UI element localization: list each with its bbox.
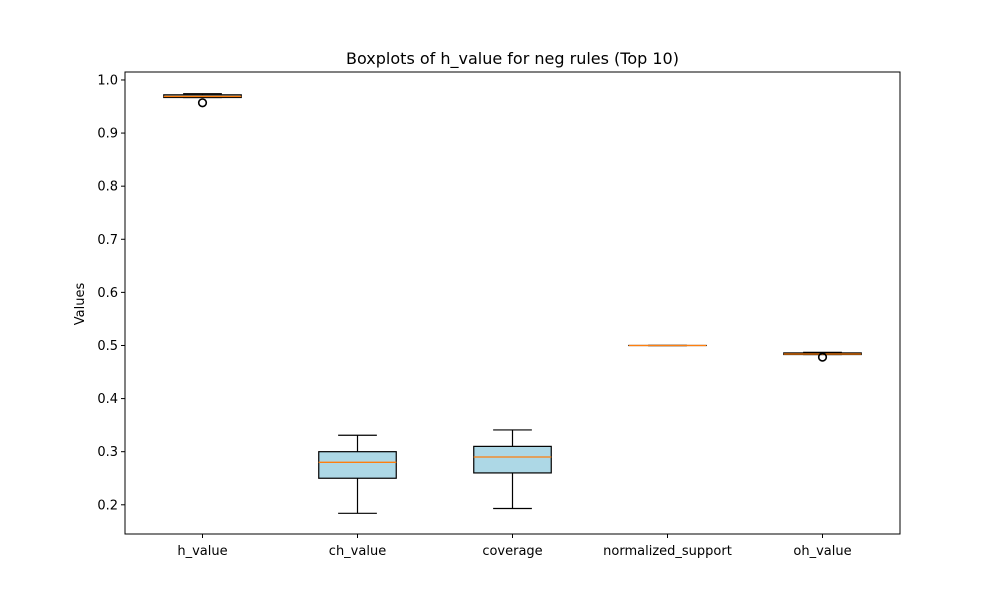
y-tick-label: 0.5 [97, 339, 118, 354]
x-tick-label: ch_value [329, 544, 386, 559]
y-tick-label: 0.4 [97, 392, 118, 407]
x-tick-label: oh_value [793, 544, 851, 559]
y-tick-label: 1.0 [97, 73, 118, 88]
x-tick-label: h_value [177, 544, 227, 559]
x-tick-label: normalized_support [603, 544, 732, 559]
x-tick-label: coverage [482, 544, 542, 559]
box-coverage [473, 445, 552, 474]
y-axis-label: Values [73, 283, 88, 326]
plot-area: 0.2 0.3 0.4 0.5 0.6 0.7 0.8 0.9 1.0 h_value ch_val… [97, 71, 901, 559]
y-tick-label: 0.7 [97, 233, 118, 248]
y-tick-label: 0.9 [97, 127, 118, 142]
outlier-point [817, 352, 828, 362]
outlier-point [197, 98, 208, 108]
y-tick-label: 0.3 [97, 445, 118, 460]
y-tick-label: 0.2 [97, 498, 118, 513]
y-tick-label: 0.6 [97, 286, 118, 301]
chart-title: Boxplots of h_value for neg rules (Top 1… [346, 49, 679, 69]
box-ch_value [318, 451, 397, 479]
y-tick-label: 0.8 [97, 180, 118, 195]
